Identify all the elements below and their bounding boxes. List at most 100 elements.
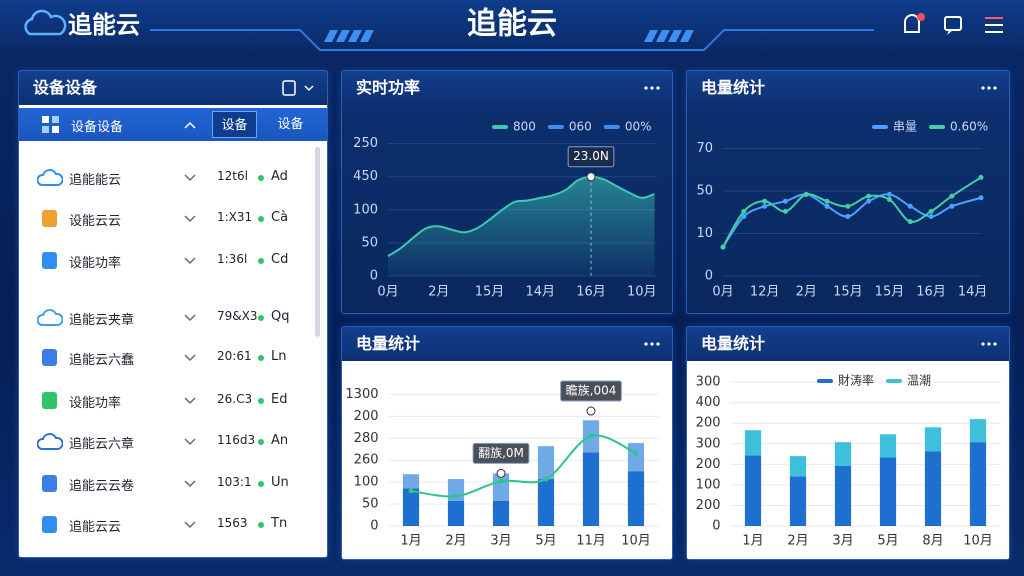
y-tick-label: 1300 <box>345 387 378 402</box>
legend-swatch <box>603 125 620 129</box>
device-code: 1563 <box>217 516 248 530</box>
x-tick-label: 10月 <box>621 534 651 549</box>
dot <box>644 86 648 90</box>
status-dot <box>258 175 264 181</box>
device-item[interactable]: 追能云六章 116d3 An <box>19 427 319 457</box>
expand-icon[interactable] <box>183 214 197 224</box>
bar-segment <box>879 457 897 526</box>
point <box>907 203 913 209</box>
legend-label: 串量 <box>893 120 917 134</box>
bar-segment <box>789 476 807 526</box>
bar-segment <box>969 442 987 526</box>
device-code: 26.C3 <box>217 392 253 406</box>
dot <box>258 175 264 181</box>
more-button[interactable] <box>642 327 662 361</box>
x-tick-label: 1月 <box>400 534 421 549</box>
chart-body: 0 10 50 70 0月 12月 2月 15月 15月 16月 14月 串量 0.60% <box>687 105 1009 313</box>
device-status: Un <box>271 475 289 490</box>
chart-panel: 实时功率 0 50 100 450 250 0月 2月 15月 14月 16月 10月 23.0N 800… <box>341 70 673 314</box>
point <box>782 198 788 204</box>
point <box>907 219 913 225</box>
scrollbar[interactable] <box>315 147 320 337</box>
device-item[interactable]: 追能云夹章 79&X3 Qq <box>19 303 319 333</box>
message-button[interactable] <box>944 16 962 35</box>
expand-icon[interactable] <box>183 173 197 183</box>
device-item[interactable]: 追能云云卷 103:1 Un <box>19 469 319 499</box>
tab-button[interactable]: 设备 <box>277 117 304 132</box>
panel-header: 实时功率 <box>342 71 672 105</box>
point <box>845 203 851 209</box>
device-name: 设能云云 <box>69 214 122 229</box>
x-tick-label: 0月 <box>377 285 398 300</box>
device-item[interactable]: 设能功率 26.C3 Ed <box>19 386 319 416</box>
status-dot <box>258 398 264 404</box>
x-tick-label: 3月 <box>490 534 511 549</box>
device-name: 追能云云卷 <box>69 479 135 494</box>
x-tick-label: 2月 <box>787 534 808 549</box>
legend-swatch <box>929 125 946 129</box>
panel-tools[interactable] <box>279 71 319 105</box>
point <box>824 198 830 204</box>
x-tick-label: 14月 <box>958 285 988 300</box>
device-status: Tn <box>271 516 288 531</box>
x-tick-label: 15月 <box>475 285 505 300</box>
point <box>886 191 892 197</box>
chevron <box>184 174 196 182</box>
tab-label[interactable]: 设备设备 <box>71 120 124 135</box>
device-item[interactable]: 追能云六蠢 20:61 Ln <box>19 343 319 373</box>
dot <box>656 342 660 346</box>
point <box>824 203 830 209</box>
point <box>949 193 955 199</box>
legend-label: 00% <box>625 120 652 134</box>
point <box>886 197 892 202</box>
more-button[interactable] <box>979 71 999 105</box>
icon-shape <box>42 210 57 227</box>
device-name: 追能云六蠢 <box>69 353 135 368</box>
device-item[interactable]: 追能能云 12t6l Ad <box>19 163 319 193</box>
device-panel: 设备设备 设备设备 设备 设备 追能能云 12t6l Ad 设能云云 1:X31 Cà 设能… <box>18 70 328 558</box>
device-item[interactable]: 设能云云 1:X31 Cà <box>19 204 319 234</box>
bar-segment <box>447 500 465 526</box>
device-item[interactable]: 设能功率 1:36l Cd <box>19 246 319 276</box>
menu-button[interactable] <box>985 17 1003 33</box>
x-tick-label: 16月 <box>576 285 606 300</box>
device-icon <box>42 252 57 269</box>
expand-icon[interactable] <box>183 520 197 530</box>
x-tick-label: 12月 <box>750 285 780 300</box>
bar-segment <box>402 488 420 526</box>
expand-icon[interactable] <box>183 353 197 363</box>
device-status: Cd <box>271 252 289 267</box>
point <box>453 493 459 499</box>
x-tick-label: 11月 <box>576 534 606 549</box>
chart-title: 电量统计 <box>701 78 766 97</box>
dot <box>987 342 991 346</box>
expand-icon[interactable] <box>183 256 197 266</box>
bar-segment <box>582 452 600 526</box>
notification-button[interactable] <box>904 13 925 33</box>
device-icon <box>42 349 57 366</box>
point <box>928 214 934 219</box>
device-name: 追能云夹章 <box>69 313 135 328</box>
bar-segment <box>492 500 510 526</box>
x-tick-label: 8月 <box>922 534 943 549</box>
device-item[interactable]: 追能云云 1563 Tn <box>19 510 319 540</box>
expand-icon[interactable] <box>183 479 197 489</box>
x-tick-label: 3月 <box>832 534 853 549</box>
tab-button[interactable]: 设备 <box>212 111 257 138</box>
collapse-icon[interactable] <box>183 120 197 130</box>
bar-segment <box>924 427 942 452</box>
y-tick-label: 0 <box>370 519 378 534</box>
expand-icon[interactable] <box>183 313 197 323</box>
panel-header: 电量统计 <box>342 327 672 361</box>
line <box>387 175 655 257</box>
point <box>762 198 768 204</box>
x-tick-label: 16月 <box>916 285 946 300</box>
device-code: 116d3 <box>217 433 256 447</box>
legend-swatch <box>872 125 888 129</box>
icon-shape <box>42 349 57 366</box>
expand-icon[interactable] <box>183 396 197 406</box>
more-button[interactable] <box>642 71 662 105</box>
bar-segment <box>627 443 645 472</box>
more-button[interactable] <box>979 327 999 361</box>
expand-icon[interactable] <box>183 437 197 447</box>
